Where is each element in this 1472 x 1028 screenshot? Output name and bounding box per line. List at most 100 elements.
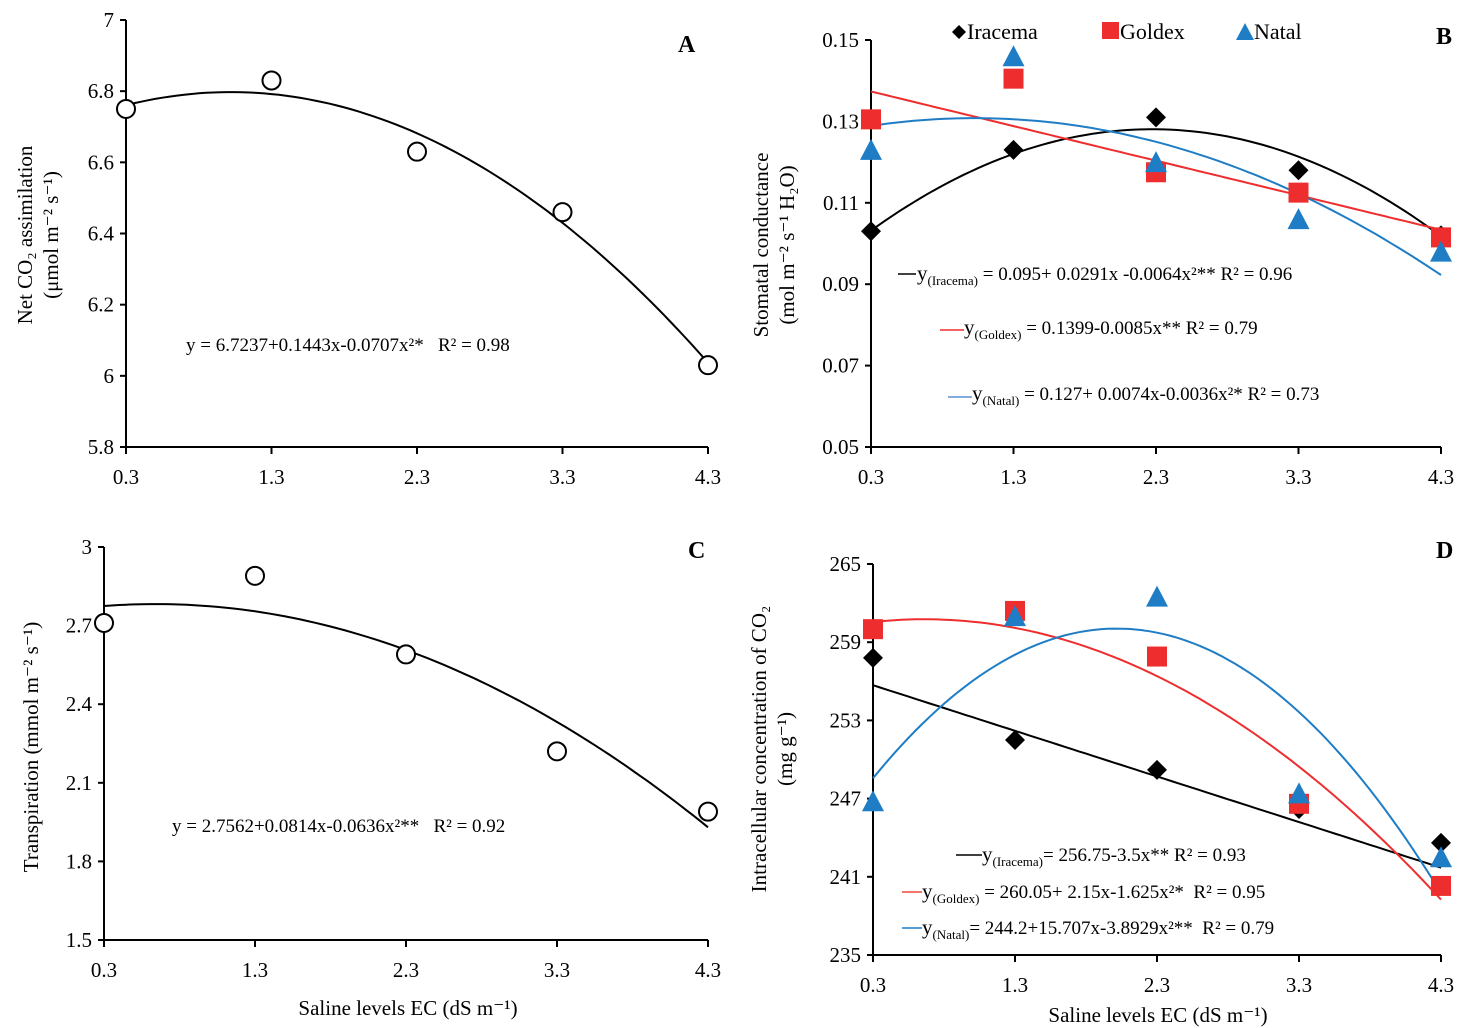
panel-c-axes: 1.5 1.8 2.1 2.4 2.7 3 0.3 1.3 2.3 3.3 4.3 (66, 535, 721, 982)
panel-a-fit-mean (125, 91, 709, 364)
panel-b-x-tick-label: 3.3 (1285, 465, 1311, 489)
panel-a-y-tick-label: 6.6 (88, 150, 114, 174)
panel-d-y-tick-label: 241 (830, 865, 862, 889)
panel-c-y-axis-title: Transpiration (mmol m⁻² s⁻¹) (19, 622, 43, 872)
panel-b-y-tick-label: 0.15 (822, 28, 859, 52)
panel-b-y-tick-label: 0.13 (822, 109, 859, 133)
legend-goldex-label: Goldex (1120, 19, 1185, 44)
panel-d-y-tick-label: 259 (830, 630, 862, 654)
panel-d-x-tick-label: 1.3 (1002, 973, 1028, 997)
panel-a-x-tick-label: 1.3 (258, 465, 284, 489)
panel-b-letter: B (1436, 24, 1452, 50)
panel-a-x-tick-label: 0.3 (113, 465, 139, 489)
panel-b-point-iracema (861, 221, 881, 242)
panel-d-point-iracema (1431, 832, 1451, 853)
panel-b-point-natal (1430, 240, 1452, 262)
panel-b-point-goldex (1288, 182, 1309, 203)
panel-d-axes: 235 241 247 253 259 265 0.3 1.3 2.3 3.3 4.3 (830, 552, 1455, 997)
panel-d-y-tick-label: 247 (830, 787, 862, 811)
panel-b-point-goldex (861, 109, 881, 130)
panel-d-equations: y(Iracema)= 256.75-3.5x** R² = 0.93 y(Go… (902, 842, 1274, 942)
eq-natal: y(Natal) = 0.127+ 0.0074x-0.0036x²* R² =… (972, 381, 1319, 408)
panel-a-y-tick-label: 6 (104, 364, 115, 388)
panel-b-data-points (860, 45, 1452, 262)
panel-b-stomatal-conductance: 0.050.070.090.110.130.150.3 1.3 2.3 3.3 4.3 … (749, 19, 1454, 489)
panel-d-point-iracema (863, 647, 883, 668)
panel-d-x-axis-title: Saline levels EC (dS m⁻¹) (1048, 1003, 1267, 1027)
eq-d-iracema: y(Iracema)= 256.75-3.5x** R² = 0.93 (982, 842, 1246, 869)
panel-b-x-tick-label: 4.3 (1428, 465, 1454, 489)
panel-c-x-axis-title: Saline levels EC (dS m⁻¹) (298, 996, 517, 1020)
panel-a-letter: A (678, 32, 696, 58)
panel-c-x-tick-label: 0.3 (91, 958, 117, 982)
panel-a-x-tick-label: 4.3 (695, 465, 721, 489)
panel-a-point-mean (698, 355, 718, 376)
panel-b-point-natal (1145, 151, 1167, 173)
panel-d-point-natal (1288, 782, 1310, 804)
panel-c-letter: C (688, 538, 705, 564)
panel-d-point-natal (1146, 585, 1168, 607)
panel-a-equation: y = 6.7237+0.1443x-0.0707x²* R² = 0.98 (186, 335, 510, 356)
panel-c-fit-mean (103, 603, 709, 829)
panel-c-point-mean (698, 801, 718, 822)
panel-a-axes: 5.8 6 6.2 6.4 6.6 6.8 7 0.3 1.3 2.3 3.3 4.3 (88, 8, 721, 489)
panel-c-y-tick-label: 3 (82, 535, 93, 559)
panel-d-x-tick-label: 4.3 (1428, 973, 1454, 997)
eq-iracema: y(Iracema) = 0.095+ 0.0291x -0.0064x²** … (917, 261, 1292, 288)
panel-c-y-tick-label: 1.5 (66, 928, 92, 952)
panel-d-ylabel-line2: (mg g⁻¹) (773, 712, 797, 786)
panel-d-point-natal (1430, 846, 1452, 868)
panel-a-y-tick-label: 6.2 (88, 293, 114, 317)
panel-b-point-natal (1287, 208, 1310, 230)
panel-c-data-points (94, 565, 718, 822)
panel-c-point-mean (245, 565, 265, 586)
panel-b-fit-iracema (870, 128, 1442, 238)
panel-a-point-mean (407, 141, 427, 162)
panel-a-y-tick-label: 6.8 (88, 79, 114, 103)
panel-d-intracellular-co2: 235 241 247 253 259 265 0.3 1.3 2.3 3.3 4.3 D y(Ir… (747, 538, 1455, 1027)
panel-d-point-iracema (1147, 759, 1167, 780)
panel-d-x-tick-label: 2.3 (1144, 973, 1170, 997)
panel-d-data-points (862, 585, 1452, 896)
panel-b-x-tick-label: 0.3 (858, 465, 884, 489)
panel-a-point-mean (552, 202, 573, 223)
panel-b-y-tick-label: 0.05 (822, 435, 859, 459)
panel-d-point-natal (862, 790, 884, 812)
panel-c-x-tick-label: 2.3 (393, 958, 419, 982)
panel-c-ylabel-line1: Transpiration (mmol m⁻² s⁻¹) (19, 622, 43, 872)
panel-a-y-tick-label: 5.8 (88, 435, 114, 459)
panel-b-y-tick-label: 0.07 (822, 354, 859, 378)
panel-a-data-points (116, 70, 718, 376)
panel-d-point-goldex (1431, 875, 1451, 896)
panel-b-equations: y(Iracema) = 0.095+ 0.0291x -0.0064x²** … (898, 261, 1319, 408)
panel-a-x-tick-label: 2.3 (404, 465, 430, 489)
panel-b-point-iracema (1288, 160, 1309, 181)
panel-a-y-axis-title: Net CO₂ assimilation (μmol m⁻² s⁻¹) (13, 145, 63, 324)
panel-a-point-mean (116, 98, 136, 119)
panel-b-fit-natal (870, 117, 1442, 276)
legend-goldex-square-icon (1102, 22, 1119, 39)
legend-natal-label: Natal (1254, 19, 1302, 44)
panel-b-point-goldex (1003, 68, 1024, 89)
panel-d-x-tick-label: 3.3 (1286, 973, 1312, 997)
panel-c-point-mean (396, 644, 416, 665)
panel-d-point-iracema (1005, 729, 1025, 750)
panel-d-ylabel-line1: Intracellular concentration of CO₂ (747, 606, 771, 893)
panel-d-y-tick-label: 235 (830, 943, 862, 967)
panel-d-fit-goldex (872, 618, 1442, 901)
panel-b-point-iracema (1146, 107, 1166, 128)
panel-b-point-iracema (1003, 139, 1024, 160)
panel-a-ylabel-line1: Net CO₂ assimilation (13, 145, 37, 324)
panel-a-net-co2-assimilation: 5.8 6 6.2 6.4 6.6 6.8 7 0.3 1.3 2.3 3.3 4.3 A y = 6… (13, 8, 721, 489)
panel-b-ylabel-line2: (mol m⁻² s⁻¹ H₂O) (775, 165, 799, 324)
panel-c-y-tick-label: 2.7 (66, 614, 92, 638)
panel-b-x-tick-label: 1.3 (1000, 465, 1026, 489)
panel-b-point-goldex (1431, 227, 1451, 248)
panel-d-letter: D (1436, 538, 1453, 564)
panel-d-point-natal (1004, 605, 1026, 627)
panel-d-x-tick-label: 0.3 (860, 973, 886, 997)
panel-b-point-natal (1002, 45, 1025, 67)
legend-iracema-label: Iracema (967, 19, 1038, 44)
panel-b-point-natal (860, 138, 882, 160)
panel-b-legend: Iracema Goldex Natal (952, 19, 1302, 44)
